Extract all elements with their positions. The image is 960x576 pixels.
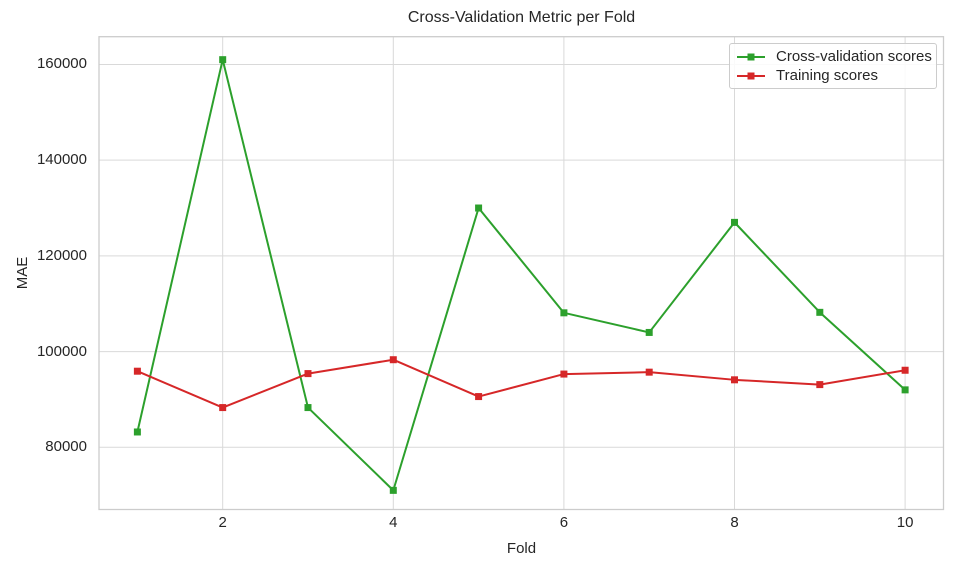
series-marker-0 [560, 309, 568, 317]
series-marker-1 [731, 376, 739, 384]
series-line-1 [136, 358, 906, 409]
y-tick-label: 160000 [36, 55, 87, 73]
x-axis-label: Fold [506, 540, 537, 557]
legend-item-training: Training scores [736, 66, 928, 85]
axes-border [98, 36, 945, 511]
series-marker-1 [133, 367, 141, 375]
y-tick-label: 80000 [45, 438, 87, 456]
series-marker-1 [560, 370, 568, 378]
cv-line-marker-icon [737, 53, 765, 60]
series-marker-1 [304, 370, 312, 378]
y-tick-label: 120000 [36, 246, 87, 264]
series-marker-1 [475, 393, 483, 401]
y-tick-label: 100000 [36, 342, 87, 360]
series-marker-0 [133, 428, 141, 436]
chart-title: Cross-Validation Metric per Fold [407, 9, 636, 26]
series-marker-1 [219, 404, 227, 412]
series-marker-0 [731, 218, 739, 226]
series-marker-1 [389, 356, 397, 364]
x-tick-label: 8 [730, 514, 739, 531]
legend-glyph-marker [747, 53, 755, 60]
legend-label-cross-validation: Cross-validation scores [776, 47, 932, 65]
series-marker-0 [475, 204, 483, 212]
series-marker-0 [219, 56, 227, 64]
series-marker-0 [389, 486, 397, 494]
x-tick-label: 6 [559, 514, 569, 531]
y-tick-label: 140000 [36, 151, 87, 169]
legend-glyph-marker [747, 72, 755, 79]
series-marker-0 [901, 386, 909, 394]
x-tick-label: 4 [389, 514, 398, 531]
series-marker-0 [645, 328, 653, 336]
series-marker-0 [816, 308, 824, 316]
legend: Cross-validation scores Training scores [729, 43, 937, 89]
training-line-marker-icon [737, 72, 765, 79]
x-tick-label: 10 [896, 514, 914, 531]
x-tick-label: 2 [218, 514, 227, 531]
series-line-0 [136, 58, 906, 492]
series-marker-1 [816, 381, 824, 389]
legend-item-cross-validation: Cross-validation scores [736, 47, 932, 66]
series-marker-1 [645, 368, 653, 376]
series-marker-0 [304, 404, 312, 412]
legend-label-training: Training scores [776, 66, 878, 84]
series-marker-1 [901, 366, 909, 374]
y-axis-label: MAE [14, 256, 31, 290]
